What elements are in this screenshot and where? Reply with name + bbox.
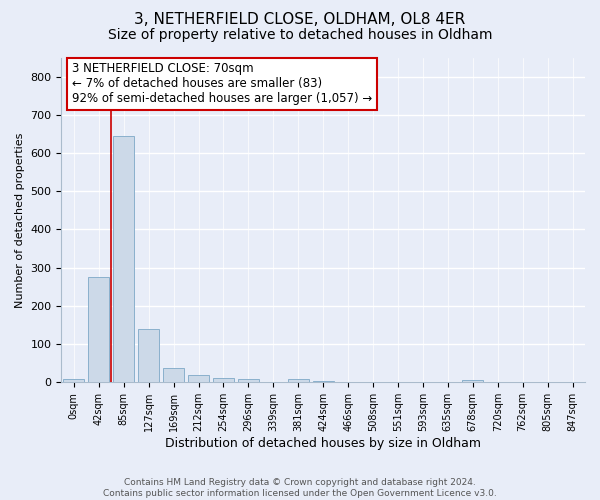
Bar [163,368,184,382]
Bar [63,380,85,382]
Bar [113,136,134,382]
Bar [88,277,109,382]
Bar [138,329,159,382]
Text: 3 NETHERFIELD CLOSE: 70sqm
← 7% of detached houses are smaller (83)
92% of semi-: 3 NETHERFIELD CLOSE: 70sqm ← 7% of detac… [72,62,372,106]
Bar [213,378,234,382]
X-axis label: Distribution of detached houses by size in Oldham: Distribution of detached houses by size … [165,437,481,450]
Bar [287,378,309,382]
Text: Size of property relative to detached houses in Oldham: Size of property relative to detached ho… [108,28,492,42]
Bar [313,381,334,382]
Bar [188,376,209,382]
Y-axis label: Number of detached properties: Number of detached properties [15,132,25,308]
Text: 3, NETHERFIELD CLOSE, OLDHAM, OL8 4ER: 3, NETHERFIELD CLOSE, OLDHAM, OL8 4ER [134,12,466,28]
Text: Contains HM Land Registry data © Crown copyright and database right 2024.
Contai: Contains HM Land Registry data © Crown c… [103,478,497,498]
Bar [462,380,484,382]
Bar [238,380,259,382]
